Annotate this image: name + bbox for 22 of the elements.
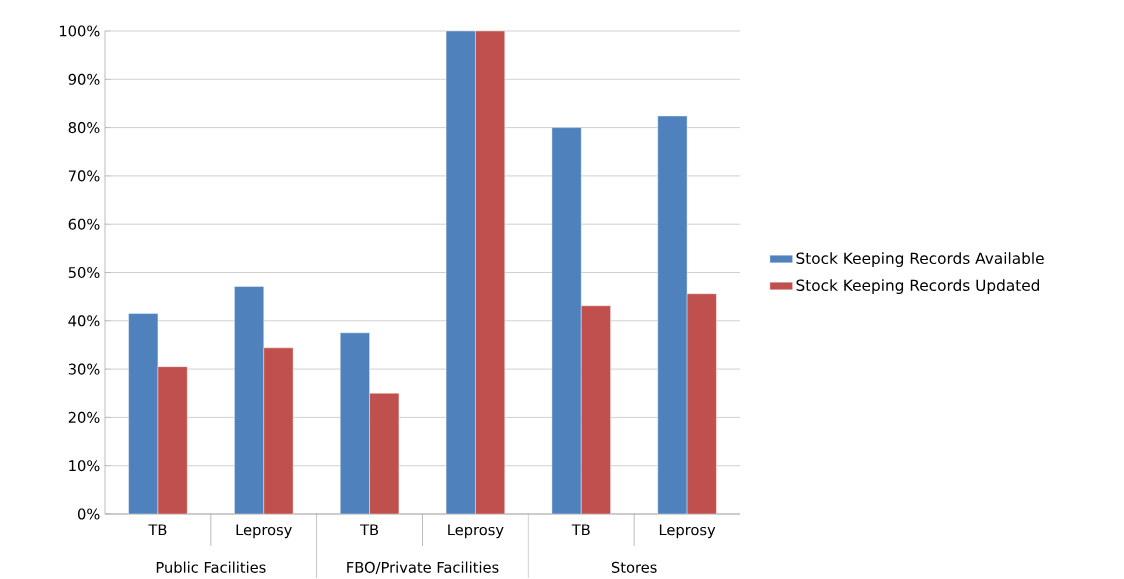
legend-label: Stock Keeping Records Updated: [796, 279, 1040, 294]
y-tick-label: 80%: [68, 122, 100, 134]
x-tick-label: TB: [148, 524, 167, 536]
text: Public Facilities: [156, 561, 266, 573]
y-tick-label: 90%: [68, 73, 100, 85]
text: Stores: [611, 561, 657, 573]
y-tick-label: 40%: [68, 315, 100, 327]
y-tick-label: 50%: [68, 266, 100, 279]
x-tick-label: Leprosy: [659, 524, 716, 539]
y-tick-label: 100%: [59, 25, 100, 37]
y-tick-label: 70%: [68, 170, 100, 182]
x-tick-label: Leprosy: [236, 524, 292, 539]
x-tick-label: Leprosy: [448, 524, 504, 539]
y-tick-label: 30%: [68, 363, 100, 375]
legend-label: Stock Keeping Records Available: [796, 252, 1044, 268]
y-tick-label: 60%: [68, 218, 100, 230]
x-tick-label: TB: [571, 524, 590, 536]
text: FBO/Private Facilities: [347, 561, 499, 575]
y-tick-label: 20%: [68, 411, 100, 423]
y-tick-label: 10%: [69, 460, 100, 472]
x-tick-label: TB: [360, 524, 379, 536]
y-tick-label: 0%: [77, 508, 100, 520]
